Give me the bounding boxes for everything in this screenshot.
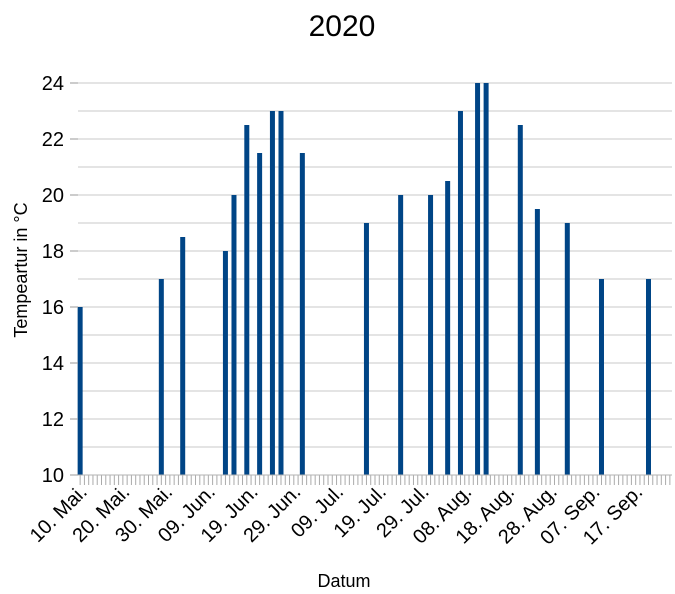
bar	[534, 209, 540, 475]
bar	[158, 279, 164, 475]
bar	[363, 223, 369, 475]
bar	[457, 111, 463, 475]
y-tick-label: 18	[42, 241, 64, 263]
bar	[77, 307, 83, 475]
bar	[244, 125, 250, 475]
bars	[77, 83, 651, 475]
bar	[231, 195, 237, 475]
chart-title: 2020	[309, 10, 376, 43]
x-tick-labels: 10. Mai.20. Mai.30. Mai.09. Jun.19. Jun.…	[26, 481, 647, 549]
bar	[222, 251, 228, 475]
bar	[180, 237, 186, 475]
bar	[445, 181, 451, 475]
y-tick-label: 10	[42, 465, 64, 487]
bar	[598, 279, 604, 475]
y-tick-label: 24	[42, 73, 64, 95]
y-axis-label: Tempeartur in °C	[11, 202, 31, 337]
x-axis-label: Datum	[317, 571, 370, 591]
y-tick-label: 16	[42, 297, 64, 319]
y-tick-label: 12	[42, 409, 64, 431]
bar	[278, 111, 284, 475]
bar	[564, 223, 570, 475]
bar	[517, 125, 523, 475]
bar	[257, 153, 263, 475]
grid-lines	[78, 82, 672, 476]
y-tick-labels: 10 12 14 16 18 20 22 24	[42, 73, 78, 487]
bar	[398, 195, 404, 475]
x-minor-ticks	[79, 475, 671, 485]
y-tick-label: 22	[42, 129, 64, 151]
bar	[269, 111, 275, 475]
bar	[483, 83, 489, 475]
bar	[428, 195, 434, 475]
bar	[645, 279, 651, 475]
bar	[299, 153, 305, 475]
y-tick-label: 20	[42, 185, 64, 207]
y-tick-label: 14	[42, 353, 64, 375]
bar	[475, 83, 481, 475]
